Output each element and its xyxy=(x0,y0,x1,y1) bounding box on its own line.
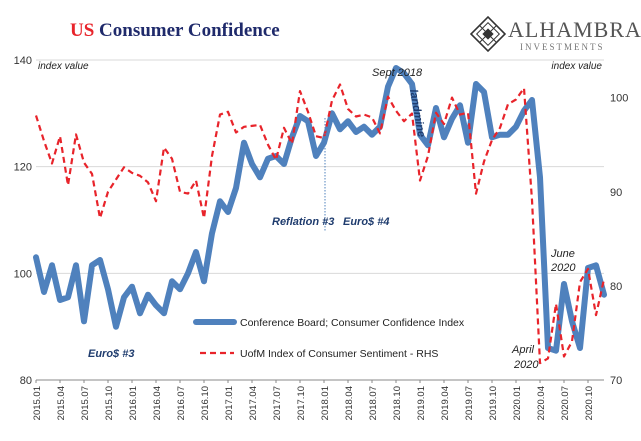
title-text: Consumer Confidence xyxy=(99,20,280,41)
eurodollar-3-label: Euro$ #3 xyxy=(88,348,134,360)
x-tick-label: 2020.01 xyxy=(512,386,523,420)
umich-sentiment-line xyxy=(34,83,606,365)
sept-2018-label: Sept 2018 xyxy=(372,67,423,79)
x-tick-label: 2016.07 xyxy=(176,386,187,420)
june-2020-label-line1: June xyxy=(550,248,575,260)
right-tick-label: 100 xyxy=(610,93,628,105)
left-tick-label: 80 xyxy=(20,375,32,387)
april-2020-label-line1: April xyxy=(511,344,535,356)
x-tick-label: 2018.07 xyxy=(368,386,379,420)
series-lines xyxy=(33,65,607,365)
x-tick-label: 2017.10 xyxy=(296,386,307,420)
x-tick-label: 2018.01 xyxy=(320,386,331,420)
reflation-3-label: Reflation #3 xyxy=(272,216,334,228)
eurodollar-4-label: Euro$ #4 xyxy=(343,216,389,228)
logo-diamond-icon xyxy=(470,16,506,52)
x-tick-label: 2015.10 xyxy=(104,386,115,420)
x-tick-label: 2016.10 xyxy=(200,386,211,420)
right-tick-label: 90 xyxy=(610,187,622,199)
left-axis-label: index value xyxy=(38,61,89,72)
chart-title: US Consumer Confidence xyxy=(70,20,280,42)
x-tick-label: 2015.04 xyxy=(56,386,67,420)
legend-conference-board-label: Conference Board; Consumer Confidence In… xyxy=(240,317,465,329)
legend-umich-label: UofM Index of Consumer Sentiment - RHS xyxy=(240,348,438,360)
axes: 80 100 120 140 70 80 90 100 2015.01 2015.04 2015.0… xyxy=(14,55,629,420)
x-tick-label: 2020.10 xyxy=(584,386,595,420)
x-tick-label: 2017.04 xyxy=(248,386,259,420)
right-tick-label: 80 xyxy=(610,281,622,293)
x-tick-label: 2019.01 xyxy=(416,386,427,420)
x-tick-label: 2020.04 xyxy=(536,386,547,420)
x-tick-label: 2019.04 xyxy=(440,386,451,420)
right-axis-label: index value xyxy=(551,61,602,72)
left-tick-label: 140 xyxy=(14,55,32,67)
april-2020-label-line2: 2020 xyxy=(513,359,539,371)
alhambra-logo: ALHAMBRA INVESTMENTS xyxy=(470,16,641,56)
june-2020-label-line2: 2020 xyxy=(550,262,576,274)
x-tick-label: 2018.04 xyxy=(344,386,355,420)
logo-name: ALHAMBRA xyxy=(508,17,641,42)
logo-subtitle: INVESTMENTS xyxy=(520,42,605,52)
x-tick-label: 2020.07 xyxy=(560,386,571,420)
x-tick-label: 2018.10 xyxy=(392,386,403,420)
left-tick-label: 100 xyxy=(14,268,32,280)
x-tick-label: 2019.10 xyxy=(488,386,499,420)
x-tick-label: 2015.07 xyxy=(80,386,91,420)
legend: Conference Board; Consumer Confidence In… xyxy=(193,317,465,360)
x-tick-label: 2016.01 xyxy=(128,386,139,420)
x-tick-label: 2016.04 xyxy=(152,386,163,420)
x-tick-label: 2019.07 xyxy=(464,386,475,420)
x-tick-label: 2015.01 xyxy=(32,386,43,420)
left-tick-label: 120 xyxy=(14,162,32,174)
title-prefix: US xyxy=(70,20,95,41)
x-tick-label: 2017.01 xyxy=(224,386,235,420)
right-tick-label: 70 xyxy=(610,375,622,387)
x-tick-label: 2017.07 xyxy=(272,386,283,420)
conference-board-line xyxy=(33,65,607,354)
landmine-label: landmine xyxy=(407,88,427,138)
